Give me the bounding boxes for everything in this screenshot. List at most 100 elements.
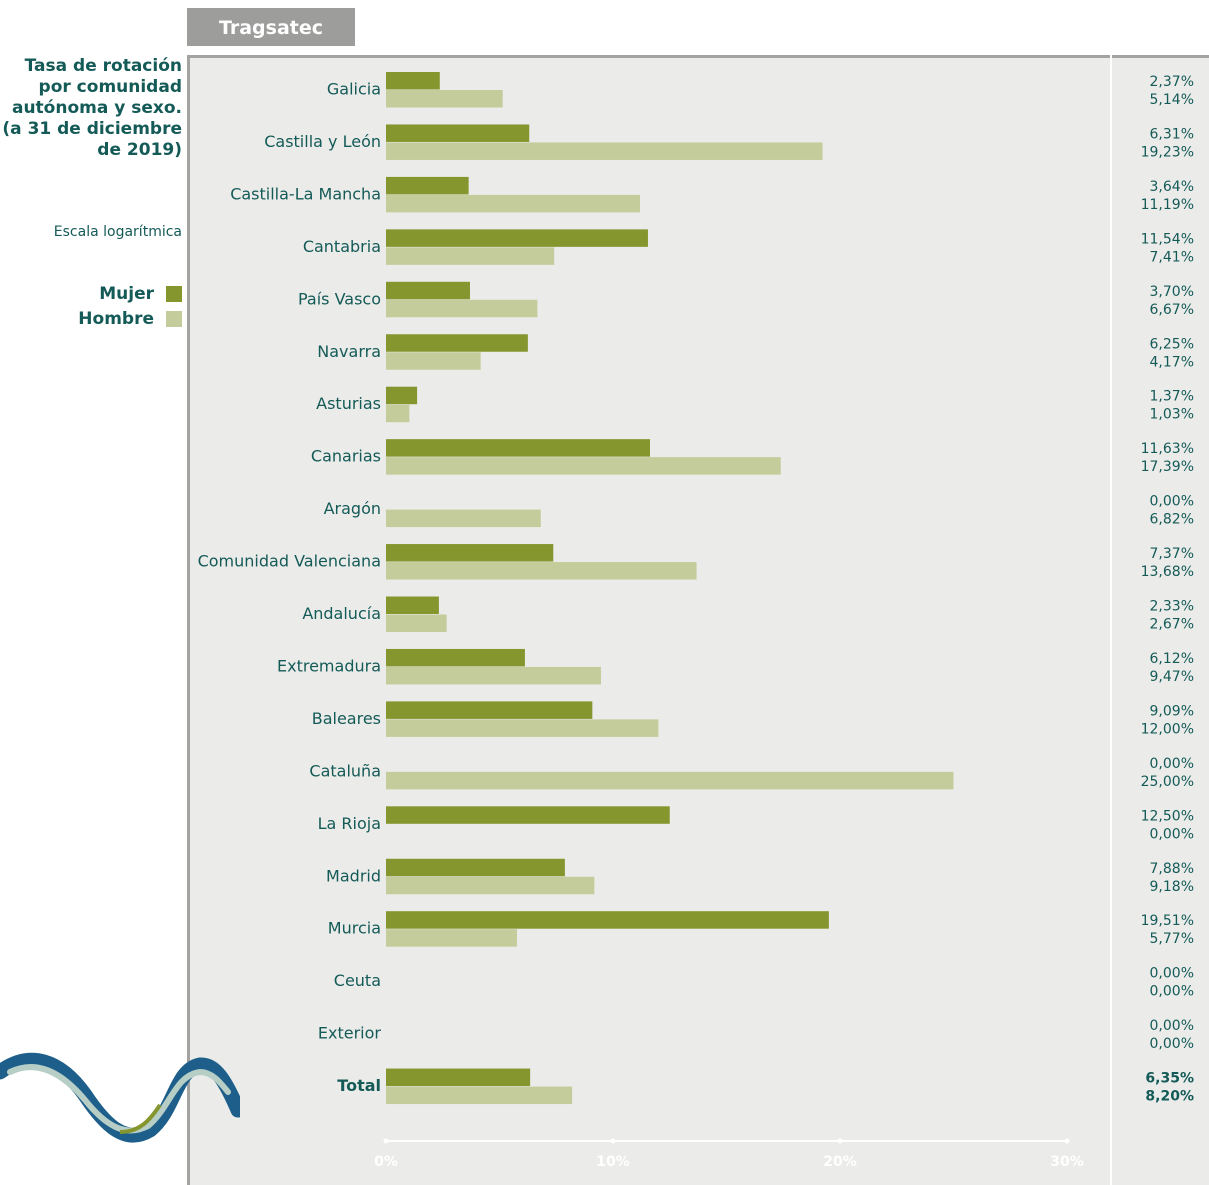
tab-label: Tragsatec xyxy=(218,17,324,39)
value-label: 0,00% xyxy=(1150,1018,1194,1034)
value-label: 7,88% xyxy=(1150,861,1194,877)
bar-mujer xyxy=(386,229,648,247)
category-label: Comunidad Valenciana xyxy=(198,552,381,571)
bar-hombre xyxy=(386,1086,573,1105)
bar-hombre xyxy=(386,404,410,423)
value-label: 3,64% xyxy=(1150,179,1194,195)
value-label: 12,50% xyxy=(1141,808,1194,824)
category-label: Cataluña xyxy=(309,761,381,780)
x-tick xyxy=(383,1138,389,1144)
bar-hombre xyxy=(386,509,541,528)
value-label: 11,63% xyxy=(1141,441,1194,457)
value-label: 6,82% xyxy=(1150,512,1194,528)
value-label: 7,41% xyxy=(1150,249,1194,265)
bar-mujer xyxy=(386,858,565,877)
bar-mujer xyxy=(386,386,418,405)
value-label: 0,00% xyxy=(1150,494,1194,510)
category-label: Castilla-La Mancha xyxy=(230,184,381,203)
bar-hombre xyxy=(386,614,447,632)
title-line: de 2019) xyxy=(97,140,182,160)
bar-hombre xyxy=(386,771,954,790)
value-label: 11,19% xyxy=(1141,197,1194,213)
legend-swatch xyxy=(166,286,182,302)
category-label: Murcia xyxy=(328,919,381,938)
bar-mujer xyxy=(386,72,440,90)
x-tick xyxy=(837,1138,843,1144)
bar-mujer xyxy=(386,1068,531,1087)
x-tick xyxy=(1064,1138,1070,1144)
bar-hombre xyxy=(386,194,641,213)
value-label: 1,03% xyxy=(1150,407,1194,423)
legend-swatch xyxy=(166,311,182,327)
bar-hombre xyxy=(386,562,697,580)
bar-mujer xyxy=(386,544,554,562)
legend-label: Hombre xyxy=(78,309,154,329)
value-label: 6,31% xyxy=(1150,126,1194,142)
value-label: 2,37% xyxy=(1150,74,1194,90)
category-label: Total xyxy=(337,1076,381,1095)
value-label: 9,47% xyxy=(1150,669,1194,685)
category-label: Asturias xyxy=(316,394,381,413)
value-label: 4,17% xyxy=(1150,354,1194,370)
value-label: 9,09% xyxy=(1150,703,1194,719)
category-label: País Vasco xyxy=(298,289,381,308)
tab-tragsatec[interactable]: Tragsatec xyxy=(187,8,355,46)
category-label: Ceuta xyxy=(334,971,381,990)
bar-mujer xyxy=(386,911,829,929)
title-line: por comunidad xyxy=(38,77,182,97)
plot-area xyxy=(187,55,1209,1185)
value-label: 0,00% xyxy=(1150,756,1194,772)
value-label: 19,23% xyxy=(1141,144,1194,160)
bar-hombre xyxy=(386,457,781,475)
title-line: Tasa de rotación xyxy=(24,56,182,76)
x-tick xyxy=(610,1138,616,1144)
value-label: 9,18% xyxy=(1150,879,1194,895)
title-line: autónoma y sexo. xyxy=(11,98,182,118)
x-tick-label: 20% xyxy=(823,1154,857,1170)
value-label: 0,00% xyxy=(1150,826,1194,842)
category-label: Extremadura xyxy=(277,656,381,675)
title-line: (a 31 de diciembre xyxy=(2,119,182,139)
value-label: 13,68% xyxy=(1141,564,1194,580)
bar-mujer xyxy=(386,701,593,719)
x-tick-label: 0% xyxy=(374,1154,398,1170)
value-label: 0,00% xyxy=(1150,1036,1194,1052)
value-label: 3,70% xyxy=(1150,284,1194,300)
value-label: 0,00% xyxy=(1150,966,1194,982)
legend-item-mujer: Mujer xyxy=(2,284,182,304)
legend-label: Mujer xyxy=(99,284,154,304)
bar-mujer xyxy=(386,124,530,142)
category-label: Navarra xyxy=(317,342,381,361)
scale-note: Escala logarítmica xyxy=(53,224,182,240)
value-label: 1,37% xyxy=(1150,389,1194,405)
value-label: 8,20% xyxy=(1145,1089,1194,1105)
value-label: 2,33% xyxy=(1150,599,1194,615)
value-label: 6,67% xyxy=(1150,302,1194,318)
value-label: 7,37% xyxy=(1150,546,1194,562)
category-label: La Rioja xyxy=(318,814,381,833)
category-label: Galicia xyxy=(327,80,381,99)
value-label: 11,54% xyxy=(1141,231,1194,247)
bar-mujer xyxy=(386,648,525,667)
value-label: 5,77% xyxy=(1150,931,1194,947)
value-label: 17,39% xyxy=(1141,459,1194,475)
category-label: Baleares xyxy=(312,709,381,728)
legend-item-hombre: Hombre xyxy=(2,309,182,329)
value-label: 0,00% xyxy=(1150,984,1194,1000)
bar-mujer xyxy=(386,806,670,824)
x-tick-label: 10% xyxy=(596,1154,630,1170)
bar-hombre xyxy=(386,247,555,265)
bar-mujer xyxy=(386,334,528,352)
wave-logo-icon xyxy=(0,1052,240,1143)
bar-mujer xyxy=(386,281,470,300)
category-label: Aragón xyxy=(324,499,381,518)
chart-title: Tasa de rotación por comunidad autónoma … xyxy=(2,56,182,161)
category-label: Cantabria xyxy=(303,237,381,256)
bar-hombre xyxy=(386,876,595,895)
category-label: Castilla y León xyxy=(264,132,381,151)
category-label: Andalucía xyxy=(302,604,381,623)
category-label: Madrid xyxy=(326,866,381,885)
bar-mujer xyxy=(386,596,439,614)
value-label: 6,25% xyxy=(1150,336,1194,352)
bar-hombre xyxy=(386,352,481,370)
